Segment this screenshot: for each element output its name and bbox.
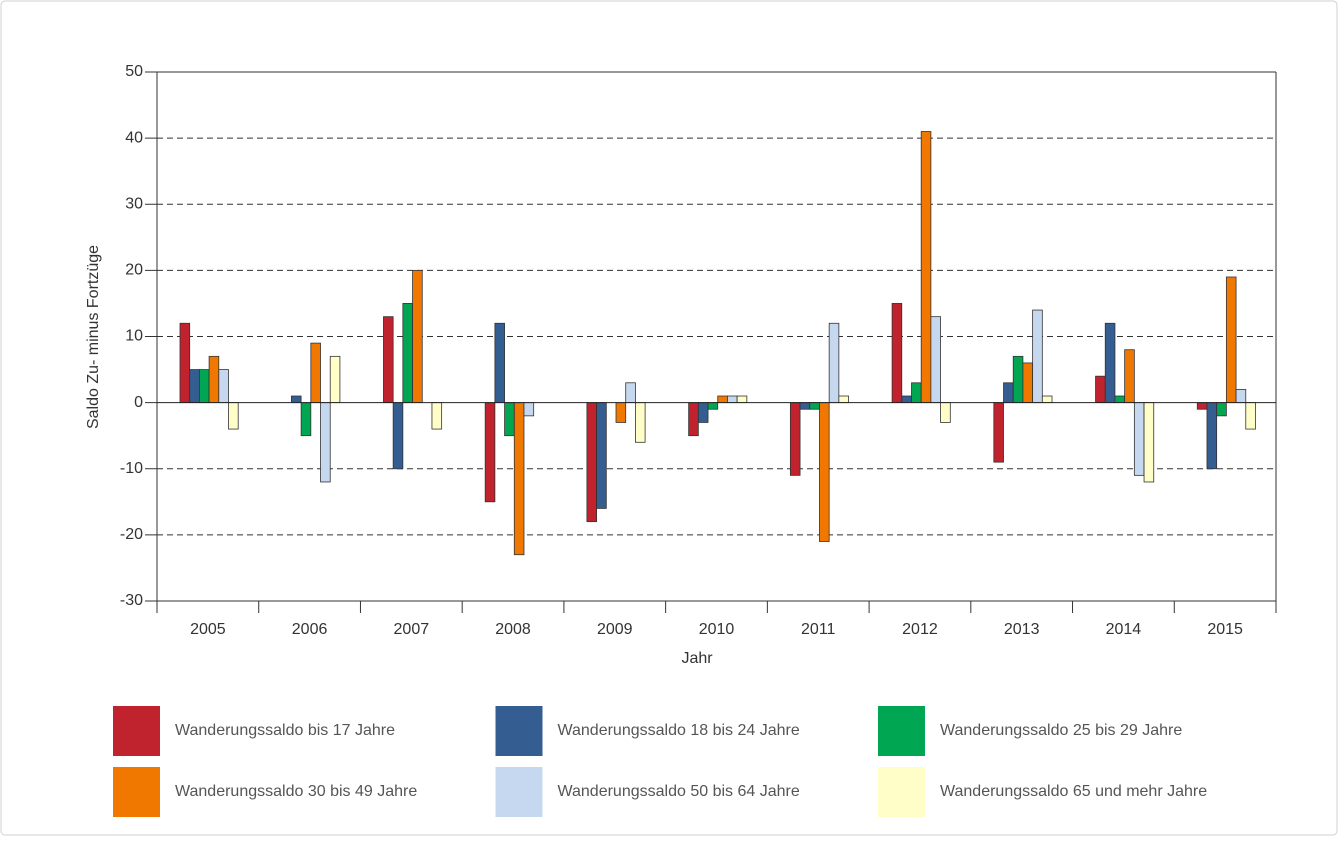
bar	[911, 382, 922, 404]
bar	[1012, 355, 1024, 404]
x-tick-label: 2007	[394, 621, 430, 638]
bar	[717, 395, 728, 404]
bar	[300, 402, 312, 437]
bar	[1235, 388, 1247, 404]
legend-label: Wanderungssaldo 25 bis 29 Jahre	[940, 722, 1182, 739]
y-tick-label: 50	[125, 63, 143, 80]
bar	[1041, 395, 1053, 404]
bar	[1022, 362, 1034, 404]
x-tick-label: 2013	[1004, 621, 1040, 638]
bar	[320, 402, 331, 483]
bar	[697, 402, 709, 423]
y-tick-label: -10	[120, 460, 143, 477]
bar	[809, 402, 820, 410]
bar	[504, 402, 515, 437]
bar	[1245, 402, 1256, 430]
x-tick-label: 2011	[801, 621, 836, 638]
bar	[901, 395, 912, 404]
x-tick-label: 2008	[495, 621, 531, 638]
bar	[208, 355, 220, 404]
bar	[218, 369, 229, 404]
bar	[1216, 402, 1227, 417]
bar	[819, 402, 830, 542]
x-tick-label: 2012	[902, 621, 938, 638]
bar	[1032, 309, 1043, 404]
bar	[402, 303, 413, 404]
x-tick-label: 2005	[190, 621, 226, 638]
y-tick-label: 0	[134, 394, 143, 411]
bar	[635, 402, 646, 443]
x-tick-label: 2006	[292, 621, 328, 638]
bar	[1206, 402, 1218, 470]
legend-swatch	[113, 706, 160, 756]
bar	[291, 395, 302, 404]
legend-swatch	[113, 767, 160, 817]
bar	[891, 303, 903, 404]
bar	[993, 402, 1004, 463]
bar	[179, 322, 191, 404]
bar	[789, 402, 801, 476]
legend-swatch	[495, 767, 543, 817]
x-tick-label: 2014	[1106, 621, 1142, 638]
bar	[383, 316, 394, 404]
bar	[1196, 402, 1208, 410]
bar	[189, 369, 200, 404]
bar	[198, 369, 210, 404]
bar	[1114, 395, 1126, 404]
bar	[688, 402, 699, 437]
bar	[310, 342, 321, 404]
bar	[412, 269, 423, 404]
bar	[1133, 402, 1145, 476]
bar	[431, 402, 443, 430]
bar	[736, 395, 748, 404]
bar	[707, 402, 719, 410]
bar	[494, 322, 505, 404]
y-tick-label: -20	[120, 526, 143, 543]
bar	[1104, 322, 1116, 404]
bar	[1003, 382, 1014, 404]
x-axis-label: Jahr	[681, 650, 713, 667]
bar	[523, 402, 535, 417]
bar	[1143, 402, 1155, 483]
x-tick-label: 2009	[597, 621, 633, 638]
legend-swatch	[495, 706, 543, 756]
legend-label: Wanderungssaldo 18 bis 24 Jahre	[558, 722, 800, 739]
bar	[828, 322, 840, 404]
y-tick-label: 40	[125, 129, 143, 146]
legend-label: Wanderungssaldo 65 und mehr Jahre	[940, 783, 1207, 800]
bar	[940, 402, 951, 423]
bar	[838, 395, 849, 404]
bar	[484, 402, 496, 503]
bar	[920, 131, 932, 404]
bar	[1095, 375, 1106, 404]
bar	[1225, 276, 1237, 404]
bar	[513, 402, 525, 556]
bar	[727, 395, 738, 404]
legend-label: Wanderungssaldo 50 bis 64 Jahre	[558, 783, 800, 800]
x-tick-label: 2010	[699, 621, 735, 638]
bar	[596, 402, 607, 509]
y-tick-label: 10	[125, 328, 143, 345]
bar	[392, 402, 404, 470]
x-tick-label: 2015	[1207, 621, 1243, 638]
y-tick-label: -30	[120, 592, 143, 609]
bar	[615, 402, 627, 423]
bar	[329, 355, 341, 404]
bar	[228, 402, 239, 430]
bar	[586, 402, 598, 523]
bar	[1124, 349, 1135, 404]
bar	[625, 382, 636, 404]
bar	[930, 316, 941, 404]
legend-swatch	[878, 767, 925, 817]
y-tick-label: 20	[125, 262, 143, 279]
legend-label: Wanderungssaldo 30 bis 49 Jahre	[175, 783, 417, 800]
legend-label: Wanderungssaldo bis 17 Jahre	[175, 722, 395, 739]
y-axis-label: Saldo Zu- minus Fortzüge	[85, 245, 102, 429]
y-tick-label: 30	[125, 195, 143, 212]
bar	[799, 402, 811, 410]
legend-swatch	[878, 706, 925, 756]
